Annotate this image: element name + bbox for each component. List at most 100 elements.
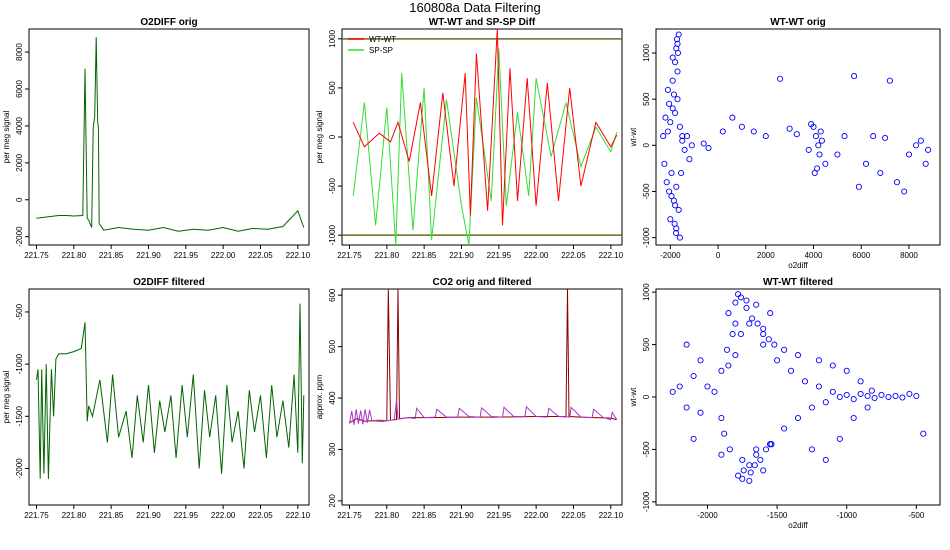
x-tick-label: -1500 [767, 511, 788, 520]
x-tick-label: 0 [716, 251, 721, 260]
chart-title: WT-WT filtered [763, 277, 833, 288]
scatter-point [864, 392, 871, 400]
scatter-point [749, 315, 756, 322]
chart-title: O2DIFF orig [140, 17, 197, 28]
x-tick-label: 221.80 [375, 251, 400, 260]
y-axis-label: per meg signal [2, 111, 11, 164]
scatter-point [735, 472, 742, 479]
scatter-point [767, 441, 774, 448]
scatter-point [690, 435, 697, 442]
scatter-point [892, 392, 899, 400]
y-tick-label: -500 [15, 303, 24, 320]
x-tick-label: 222.05 [248, 511, 273, 520]
x-tick-label: -2000 [697, 511, 718, 520]
scatter-point [678, 169, 685, 177]
plot-area [660, 31, 932, 241]
scatter-point [753, 301, 760, 308]
x-tick-label: 222.10 [286, 251, 311, 260]
scatter-point [906, 390, 913, 397]
scatter-point [673, 183, 680, 190]
y-tick-label: -2000 [15, 226, 24, 247]
scatter-point [688, 142, 695, 149]
scatter-point [732, 352, 739, 359]
scatter-point [679, 137, 686, 144]
x-tick-label: 221.95 [174, 251, 199, 260]
series-line-wt-wt [352, 29, 618, 226]
x-tick-label: 222.05 [248, 251, 273, 260]
scatter-point [725, 362, 732, 369]
x-tick-label: 221.75 [24, 251, 49, 260]
scatter-point [787, 367, 795, 374]
scatter-point [817, 128, 824, 135]
scatter-point [816, 151, 823, 158]
scatter-point [822, 399, 829, 406]
x-tick-label: 221.95 [174, 511, 199, 520]
scatter-point [737, 331, 744, 338]
x-tick-label: 221.95 [487, 511, 512, 520]
scatter-point [834, 151, 841, 158]
y-axis-label: per meg signal [315, 111, 324, 164]
scatter-point [672, 109, 679, 117]
scatter-point [672, 229, 680, 237]
y-tick-label: 0 [328, 134, 337, 139]
scatter-point [811, 169, 818, 177]
y-tick-label: -500 [642, 183, 651, 200]
scatter-point [836, 393, 843, 401]
scatter-point [738, 123, 745, 130]
chart-panel-3: WT-WT orig -2000 0 2000 4000 6000 8000 -1000 -50… [629, 17, 941, 270]
scatter-point [850, 414, 857, 422]
scatter-point [732, 320, 739, 327]
scatter-point [668, 193, 675, 200]
scatter-point [725, 310, 732, 317]
scatter-point [751, 462, 758, 469]
scatter-point [843, 391, 850, 398]
x-tick-label: 2000 [757, 251, 775, 260]
x-tick-label: -1000 [836, 511, 857, 520]
scatter-point [767, 310, 774, 317]
legend-label: WT-WT [369, 35, 396, 44]
scatter-point [726, 446, 733, 453]
scatter-point [857, 390, 864, 397]
y-tick-label: 2000 [15, 153, 24, 171]
y-axis-label: approx. ppm [315, 374, 324, 419]
scatter-point [669, 77, 676, 84]
scatter-point [913, 142, 920, 149]
y-tick-label: -500 [642, 441, 651, 458]
y-tick-label: -500 [328, 178, 337, 195]
y-tick-label: 500 [328, 81, 337, 95]
scatter-point [667, 119, 674, 126]
y-tick-label: 1000 [328, 29, 337, 47]
scatter-point [729, 331, 736, 338]
series-line-sp-sp [352, 48, 618, 245]
scatter-point [681, 146, 688, 153]
scatter-point [739, 475, 746, 482]
scatter-point [669, 54, 676, 61]
scatter-point [672, 59, 679, 66]
scatter-point [753, 451, 760, 458]
scatter-point [781, 425, 788, 432]
y-tick-label: -1000 [328, 224, 337, 245]
x-tick-label: 221.95 [487, 251, 512, 260]
scatter-point [671, 220, 678, 227]
scatter-point [666, 188, 673, 195]
scatter-point [829, 362, 836, 369]
scatter-point [686, 156, 693, 163]
scatter-point [871, 394, 878, 402]
x-tick-label: -2000 [660, 251, 681, 260]
scatter-point [765, 336, 772, 343]
scatter-point [818, 137, 825, 144]
y-tick-label: 0 [15, 197, 24, 202]
plot-frame [655, 288, 941, 506]
scatter-point [794, 352, 802, 359]
scatter-point [673, 36, 681, 43]
scatter-point [760, 341, 767, 348]
x-tick-label: 221.85 [99, 251, 124, 260]
y-tick-label: -2000 [15, 458, 24, 479]
plot-frame [28, 28, 310, 246]
scatter-point [670, 91, 677, 98]
x-tick-label: -500 [908, 511, 925, 520]
chart-title: CO2 orig and filtered [433, 277, 532, 288]
scatter-point [735, 291, 742, 298]
x-tick-label: 221.85 [412, 251, 437, 260]
